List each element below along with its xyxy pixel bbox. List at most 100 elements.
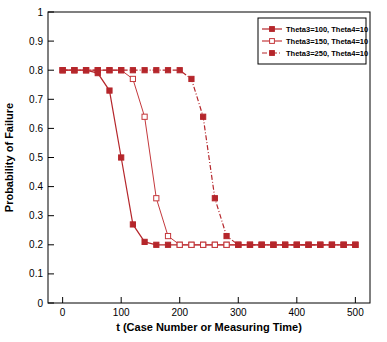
plot-frame xyxy=(48,12,370,303)
marker xyxy=(154,196,159,201)
marker xyxy=(142,114,147,119)
y-tick-label: 0.1 xyxy=(29,268,43,279)
y-tick-label: 0.9 xyxy=(29,36,43,47)
marker xyxy=(72,68,77,73)
marker xyxy=(247,242,252,247)
marker xyxy=(224,242,229,247)
series-line xyxy=(63,70,356,245)
marker xyxy=(165,68,170,73)
marker xyxy=(189,242,194,247)
marker xyxy=(72,68,77,73)
y-tick-label: 0.5 xyxy=(29,152,43,163)
marker xyxy=(130,68,135,73)
y-tick-label: 0.6 xyxy=(29,123,43,134)
y-tick-label: 0.8 xyxy=(29,65,43,76)
x-axis-label: t (Case Number or Measuring Time) xyxy=(116,321,302,333)
marker xyxy=(107,88,112,93)
legend-label: Theta3=150, Theta4=10 xyxy=(286,37,368,46)
x-tick-label: 100 xyxy=(113,307,130,318)
x-tick xyxy=(121,297,122,303)
marker xyxy=(95,68,100,73)
marker xyxy=(318,242,323,247)
marker xyxy=(130,222,135,227)
marker xyxy=(353,242,358,247)
marker xyxy=(306,242,311,247)
marker xyxy=(353,242,358,247)
marker xyxy=(259,242,264,247)
y-tick xyxy=(48,41,54,42)
marker xyxy=(271,242,276,247)
marker xyxy=(306,242,311,247)
x-tick-label: 0 xyxy=(60,307,66,318)
marker xyxy=(247,242,252,247)
marker xyxy=(95,68,100,73)
y-tick xyxy=(48,70,54,71)
marker xyxy=(283,242,288,247)
marker xyxy=(154,68,159,73)
marker xyxy=(142,239,147,244)
legend-marker xyxy=(270,51,275,56)
y-tick-label: 1 xyxy=(37,7,43,18)
x-tick xyxy=(179,297,180,303)
marker xyxy=(236,242,241,247)
marker xyxy=(154,242,159,247)
chart: 010020030040050000.10.20.30.40.50.60.70.… xyxy=(0,0,387,342)
marker xyxy=(341,242,346,247)
marker xyxy=(271,242,276,247)
marker xyxy=(341,242,346,247)
marker xyxy=(177,68,182,73)
x-tick xyxy=(296,297,297,303)
marker xyxy=(259,242,264,247)
marker xyxy=(119,155,124,160)
marker xyxy=(236,242,241,247)
legend: Theta3=100, Theta4=10 Theta3=150, Theta4=… xyxy=(258,18,368,64)
marker xyxy=(165,242,170,247)
marker xyxy=(283,242,288,247)
y-tick xyxy=(48,273,54,274)
marker xyxy=(83,68,88,73)
x-tick xyxy=(238,297,239,303)
legend-label: Theta3=100, Theta4=10 xyxy=(286,25,368,34)
marker xyxy=(177,242,182,247)
marker xyxy=(224,233,229,238)
marker xyxy=(201,114,206,119)
marker xyxy=(189,242,194,247)
marker xyxy=(83,68,88,73)
marker xyxy=(318,242,323,247)
y-tick xyxy=(48,128,54,129)
marker xyxy=(329,242,334,247)
background xyxy=(0,0,387,342)
y-tick xyxy=(48,99,54,100)
x-tick-label: 200 xyxy=(171,307,188,318)
y-tick xyxy=(48,186,54,187)
y-tick-label: 0 xyxy=(37,298,43,309)
marker xyxy=(329,242,334,247)
x-tick xyxy=(355,297,356,303)
marker xyxy=(271,242,276,247)
marker xyxy=(353,242,358,247)
marker xyxy=(201,242,206,247)
marker xyxy=(212,242,217,247)
marker xyxy=(60,68,65,73)
marker xyxy=(283,242,288,247)
marker xyxy=(119,68,124,73)
marker xyxy=(329,242,334,247)
x-tick-label: 300 xyxy=(230,307,247,318)
marker xyxy=(189,76,194,81)
series-line xyxy=(63,70,356,245)
series-line xyxy=(63,70,356,245)
y-tick-label: 0.7 xyxy=(29,94,43,105)
y-tick xyxy=(48,12,54,13)
legend-marker xyxy=(270,27,275,32)
y-tick xyxy=(48,303,54,304)
legend-marker xyxy=(270,39,275,44)
y-tick xyxy=(48,157,54,158)
marker xyxy=(318,242,323,247)
marker xyxy=(177,242,182,247)
x-tick-label: 500 xyxy=(347,307,364,318)
marker xyxy=(294,242,299,247)
marker xyxy=(130,76,135,81)
marker xyxy=(72,68,77,73)
legend-label: Theta3=250, Theta4=10 xyxy=(286,49,368,58)
marker xyxy=(294,242,299,247)
